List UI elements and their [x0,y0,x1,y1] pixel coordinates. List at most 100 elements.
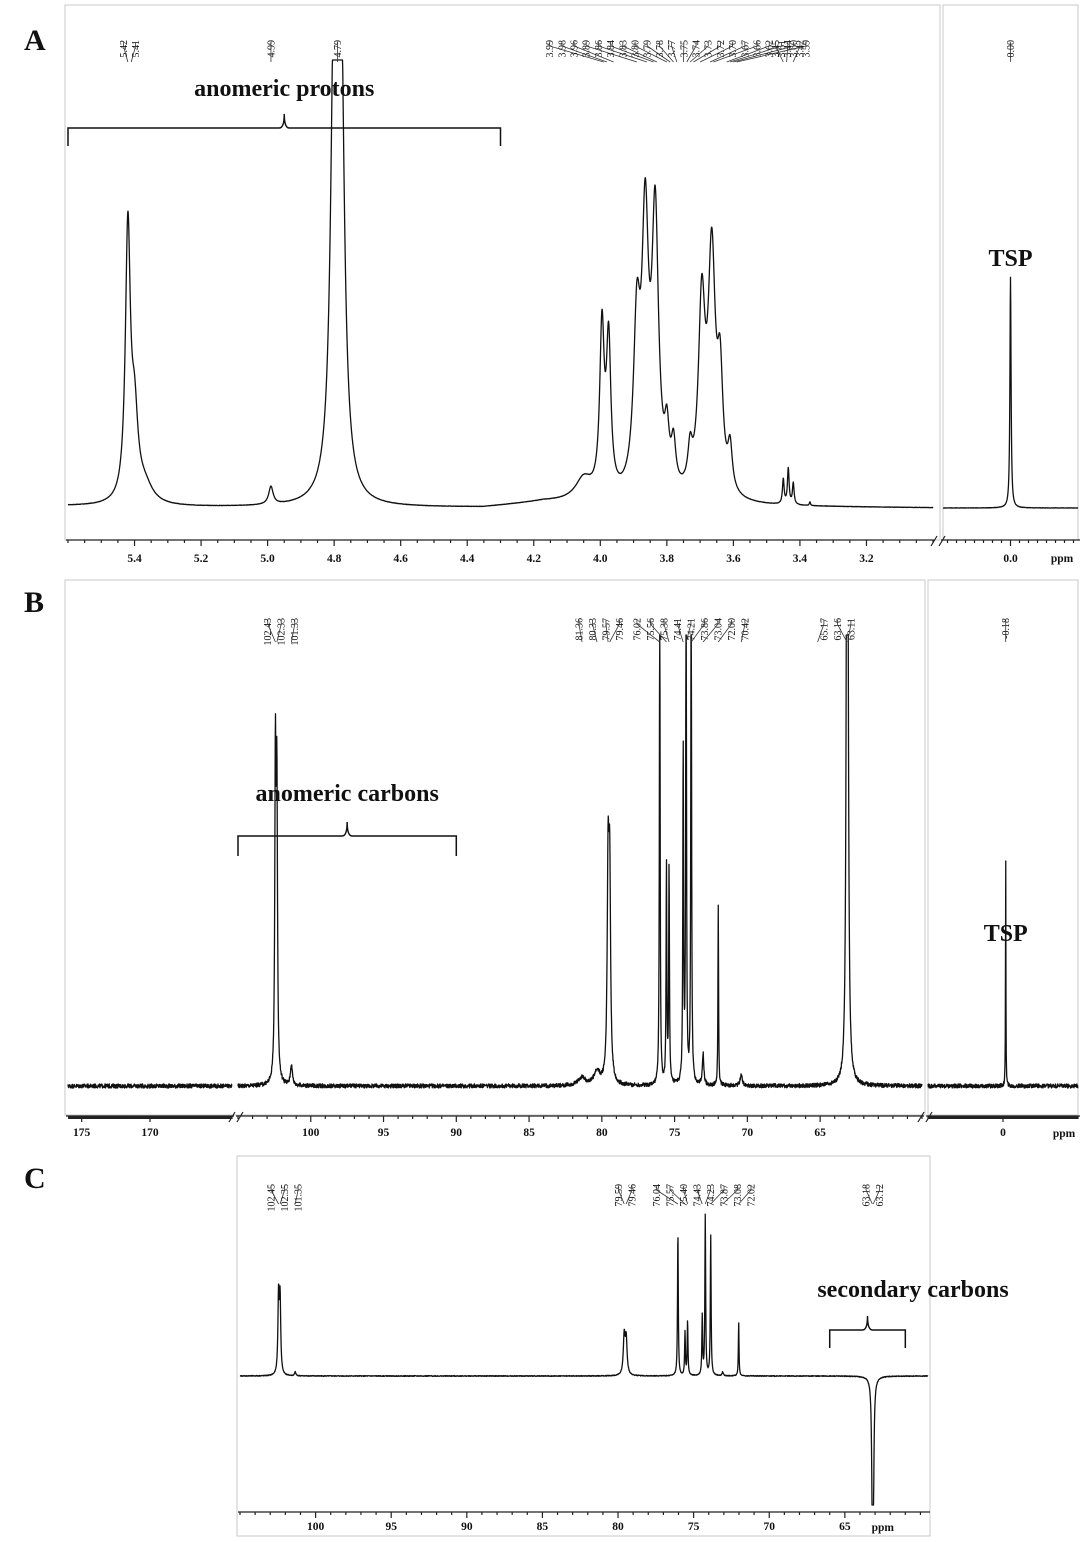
peak-label: 3.74 [692,40,703,58]
peak-leader-line [561,42,608,63]
x-tick-label: 0.0 [1003,553,1018,565]
x-tick-label: 100 [307,1521,325,1533]
peak-leader-line [585,42,638,63]
peak-label: 3.78 [655,40,666,58]
axis-break-mark-1 [917,1111,933,1123]
peak-label: 3.66 [753,40,764,58]
peak-leader-line [729,42,782,63]
peak-label: 73.04 [713,618,724,641]
region-label: anomeric protons [194,76,374,102]
peak-leader-line [598,42,648,63]
peak-label: 72.02 [747,1184,758,1207]
panel-a: A 5.4 5.2 5.0 4.8 4.6 4.4 4.2 4.0 3.8 3.6 3.4 3.2 0.… [24,4,1080,565]
region-brace [67,113,502,146]
peak-leader-line [279,1186,286,1205]
peak-label: 102.33 [277,618,288,646]
region-brace [828,1315,907,1348]
peak-label: 3.80 [631,40,642,58]
peak-label: 74.41 [673,618,684,641]
peak-label: 75.40 [679,1184,690,1207]
x-tick-label: 0 [1000,1127,1006,1139]
peak-leader-line [713,42,758,63]
spectrum-trace-seg-0 [239,1213,929,1506]
peak-label: 101.33 [290,618,301,646]
peak-leader-line [736,42,807,63]
peak-leader-line [605,620,609,643]
peak-leader-line [696,1186,703,1205]
peak-leader-line [690,620,705,643]
peak-leader-line [792,42,801,63]
x-tick-label: 4.4 [460,553,475,565]
x-tick-label: 85 [537,1521,549,1533]
peak-leader-line [636,620,660,643]
peak-leader-line [836,620,848,643]
peak-leader-line [685,620,692,643]
peak-label: 3.89 [582,40,593,58]
peak-label: 76.02 [632,618,643,641]
peak-leader-line [702,620,719,643]
peak-label: 3.98 [557,40,568,58]
x-tick-label: 95 [378,1127,390,1139]
peak-leader-line [717,620,732,643]
peak-leader-line [130,42,137,63]
peak-leader-line [699,42,734,63]
peak-label: 3.70 [728,40,739,58]
tsp-reference-label: TSP [988,246,1032,272]
peak-leader-line [693,42,721,63]
peak-leader-line [618,1186,625,1205]
x-tick-label: 75 [688,1521,700,1533]
x-tick-label: 90 [461,1521,473,1533]
peak-label: 3.84 [606,40,617,58]
peak-leader-line [294,1186,299,1205]
panel-c: C 100 95 90 85 80 75 70 65 ppm 102.45 102.35 101.35… [24,1155,1009,1537]
peak-leader-line [686,42,697,63]
plot-frame-1 [927,579,1079,1116]
peak-label: 102.35 [280,1184,291,1212]
region-label: secondary carbons [817,1277,1008,1303]
x-tick-label: 5.4 [127,553,142,565]
peak-label: 3.96 [570,40,581,58]
peak-label: 3.75 [679,40,690,58]
peak-leader-line [726,42,770,63]
peak-leader-line [872,1186,880,1205]
peak-label: 75.38 [659,618,670,641]
x-tick-label: 3.4 [793,553,808,565]
peak-label: 3.72 [716,40,727,58]
x-tick-label: 80 [596,1127,608,1139]
peak-label: 70.42 [740,618,751,641]
x-tick-label: 75 [669,1127,681,1139]
x-axis-unit-label: ppm [1053,1128,1076,1140]
peak-label: 3.62 [765,40,776,58]
x-tick-label: 70 [742,1127,754,1139]
peak-label: 63.11 [846,618,857,640]
peak-leader-line [689,42,709,63]
peak-leader-line [656,1186,679,1205]
peak-label: 79.46 [627,1184,638,1207]
peak-leader-line [291,620,296,643]
peak-leader-line [276,620,282,643]
peak-leader-line [573,42,614,63]
peak-label: 3.86 [594,40,605,58]
peak-leader-line [817,620,825,643]
peak-label: 74.23 [706,1184,717,1207]
plot-frame-0 [236,1155,931,1537]
peak-leader-line [267,620,276,643]
x-tick-label: 65 [839,1521,851,1533]
peak-label: 5.41 [131,40,142,58]
peak-leader-line [738,1186,752,1205]
peak-label: 3.79 [643,40,654,58]
peak-leader-line [625,1186,633,1205]
axis-break-mark-0 [930,535,946,547]
peak-label: 73.86 [700,618,711,641]
region-label: anomeric carbons [255,781,438,807]
x-tick-label: 170 [141,1127,159,1139]
x-tick-label: 4.2 [527,553,542,565]
peak-label: 74.21 [686,618,697,641]
x-tick-label: 4.6 [394,553,409,565]
peak-leader-line [733,42,795,63]
peak-label: 3.99 [545,40,556,58]
spectrum-trace-seg-1 [942,276,1079,509]
x-tick-label: 65 [814,1127,826,1139]
peak-label: 76.04 [652,1184,663,1207]
